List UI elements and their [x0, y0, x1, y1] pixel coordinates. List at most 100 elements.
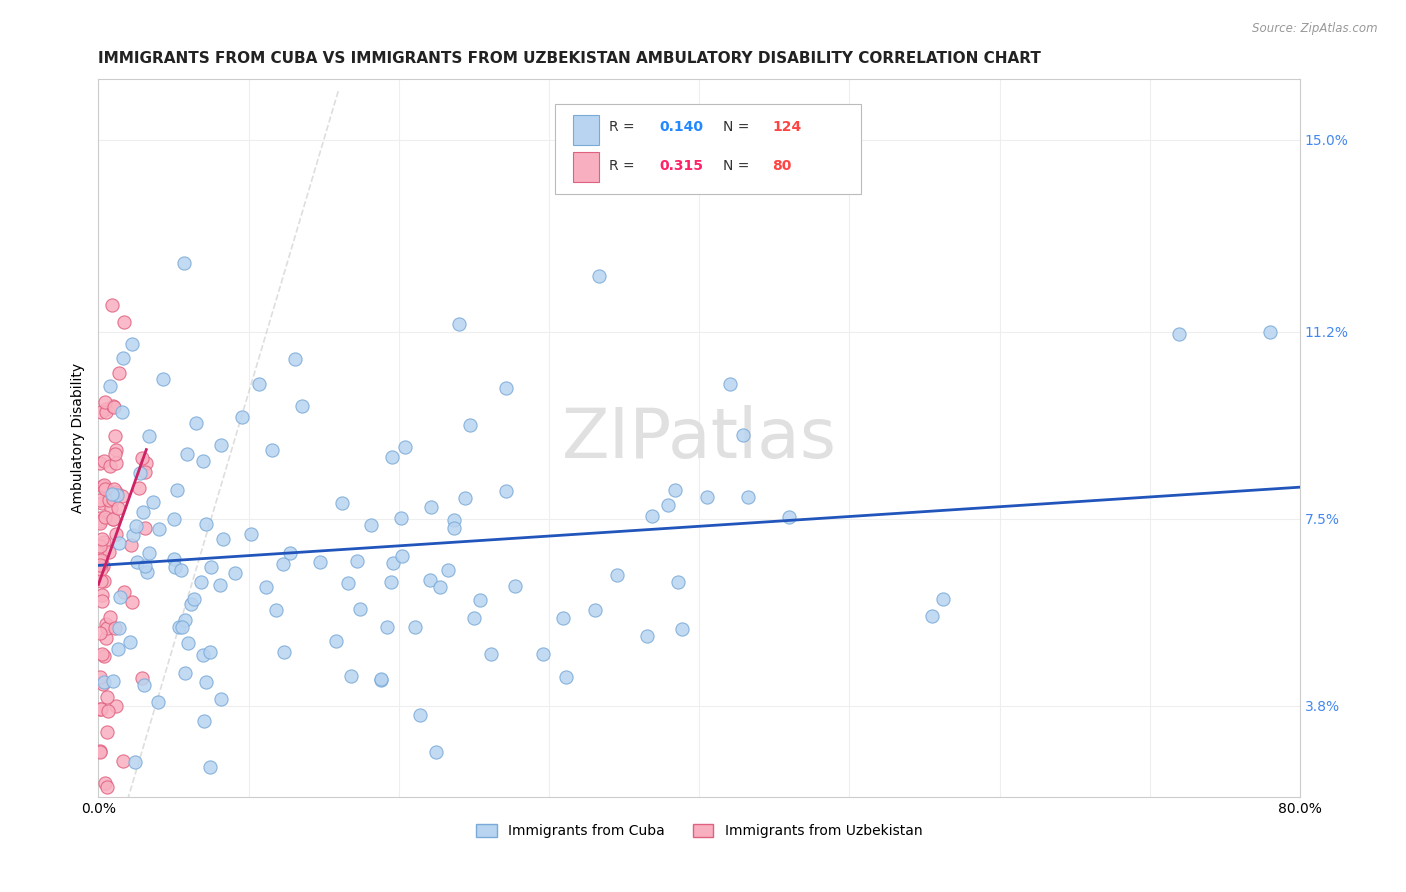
Point [89, 514, 111, 528]
Point [531, 647, 554, 661]
Point [132, 677, 155, 691]
Point [174, 613, 197, 627]
Point [1167, 326, 1189, 341]
Point [195, 674, 218, 689]
Point [555, 670, 578, 684]
Point [108, 591, 131, 605]
Point [93, 509, 115, 524]
Point [100, 501, 122, 516]
Point [375, 620, 398, 634]
Point [443, 513, 465, 527]
Point [370, 672, 392, 686]
Point [588, 269, 610, 284]
Point [273, 558, 295, 572]
Point [89, 510, 111, 524]
Point [420, 500, 443, 515]
Point [172, 620, 194, 634]
Point [671, 622, 693, 636]
Point [193, 714, 215, 728]
Point [89, 558, 111, 572]
Point [138, 429, 160, 443]
Point [125, 518, 148, 533]
Point [273, 644, 295, 658]
Point [583, 602, 606, 616]
Point [101, 487, 124, 501]
Point [165, 559, 187, 574]
Point [239, 527, 262, 541]
Point [91, 647, 114, 661]
Point [91, 588, 114, 602]
Point [138, 546, 160, 560]
Point [124, 756, 146, 770]
Point [96, 621, 118, 635]
Point [208, 578, 231, 592]
Point [212, 532, 235, 546]
Point [90, 404, 112, 418]
Point [479, 647, 502, 661]
Point [380, 450, 402, 465]
Point [94, 632, 117, 646]
Point [360, 517, 382, 532]
Point [425, 745, 447, 759]
Point [104, 485, 127, 500]
Point [111, 489, 134, 503]
Point [98, 493, 121, 508]
Point [94, 616, 117, 631]
Point [89, 702, 111, 716]
Y-axis label: Ambulatory Disability: Ambulatory Disability [72, 363, 86, 513]
Point [737, 490, 759, 504]
Point [101, 298, 124, 312]
Point [93, 649, 115, 664]
Point [733, 428, 755, 442]
Point [152, 372, 174, 386]
Point [167, 620, 190, 634]
Point [921, 608, 943, 623]
Point [180, 597, 202, 611]
Point [131, 450, 153, 465]
Point [463, 611, 485, 625]
Text: N =: N = [723, 159, 754, 173]
Point [404, 620, 426, 634]
Point [325, 634, 347, 648]
Point [105, 526, 128, 541]
Text: 80: 80 [772, 159, 792, 173]
Point [194, 517, 217, 532]
Point [176, 447, 198, 461]
Point [495, 483, 517, 498]
Point [104, 447, 127, 461]
Bar [574, 115, 599, 145]
Point [309, 555, 332, 569]
Point [125, 555, 148, 569]
Point [89, 744, 111, 758]
Point [636, 629, 658, 643]
Point [429, 580, 451, 594]
Point [91, 479, 114, 493]
Point [90, 496, 112, 510]
Point [104, 442, 127, 457]
Point [381, 556, 404, 570]
Point [107, 488, 129, 502]
Point [91, 676, 114, 690]
Point [170, 563, 193, 577]
Point [468, 592, 491, 607]
Point [89, 516, 111, 531]
Point [121, 595, 143, 609]
Point [104, 429, 127, 443]
Point [89, 745, 111, 759]
Point [91, 558, 114, 573]
Point [453, 491, 475, 505]
Point [200, 760, 222, 774]
Point [122, 528, 145, 542]
Point [391, 549, 413, 563]
Point [121, 337, 143, 351]
Point [105, 699, 128, 714]
Point [120, 635, 142, 649]
Point [90, 594, 112, 608]
Point [93, 535, 115, 549]
Point [112, 351, 135, 366]
Point [89, 456, 111, 470]
Point [209, 691, 232, 706]
Point [163, 552, 186, 566]
Point [146, 695, 169, 709]
Point [101, 511, 124, 525]
